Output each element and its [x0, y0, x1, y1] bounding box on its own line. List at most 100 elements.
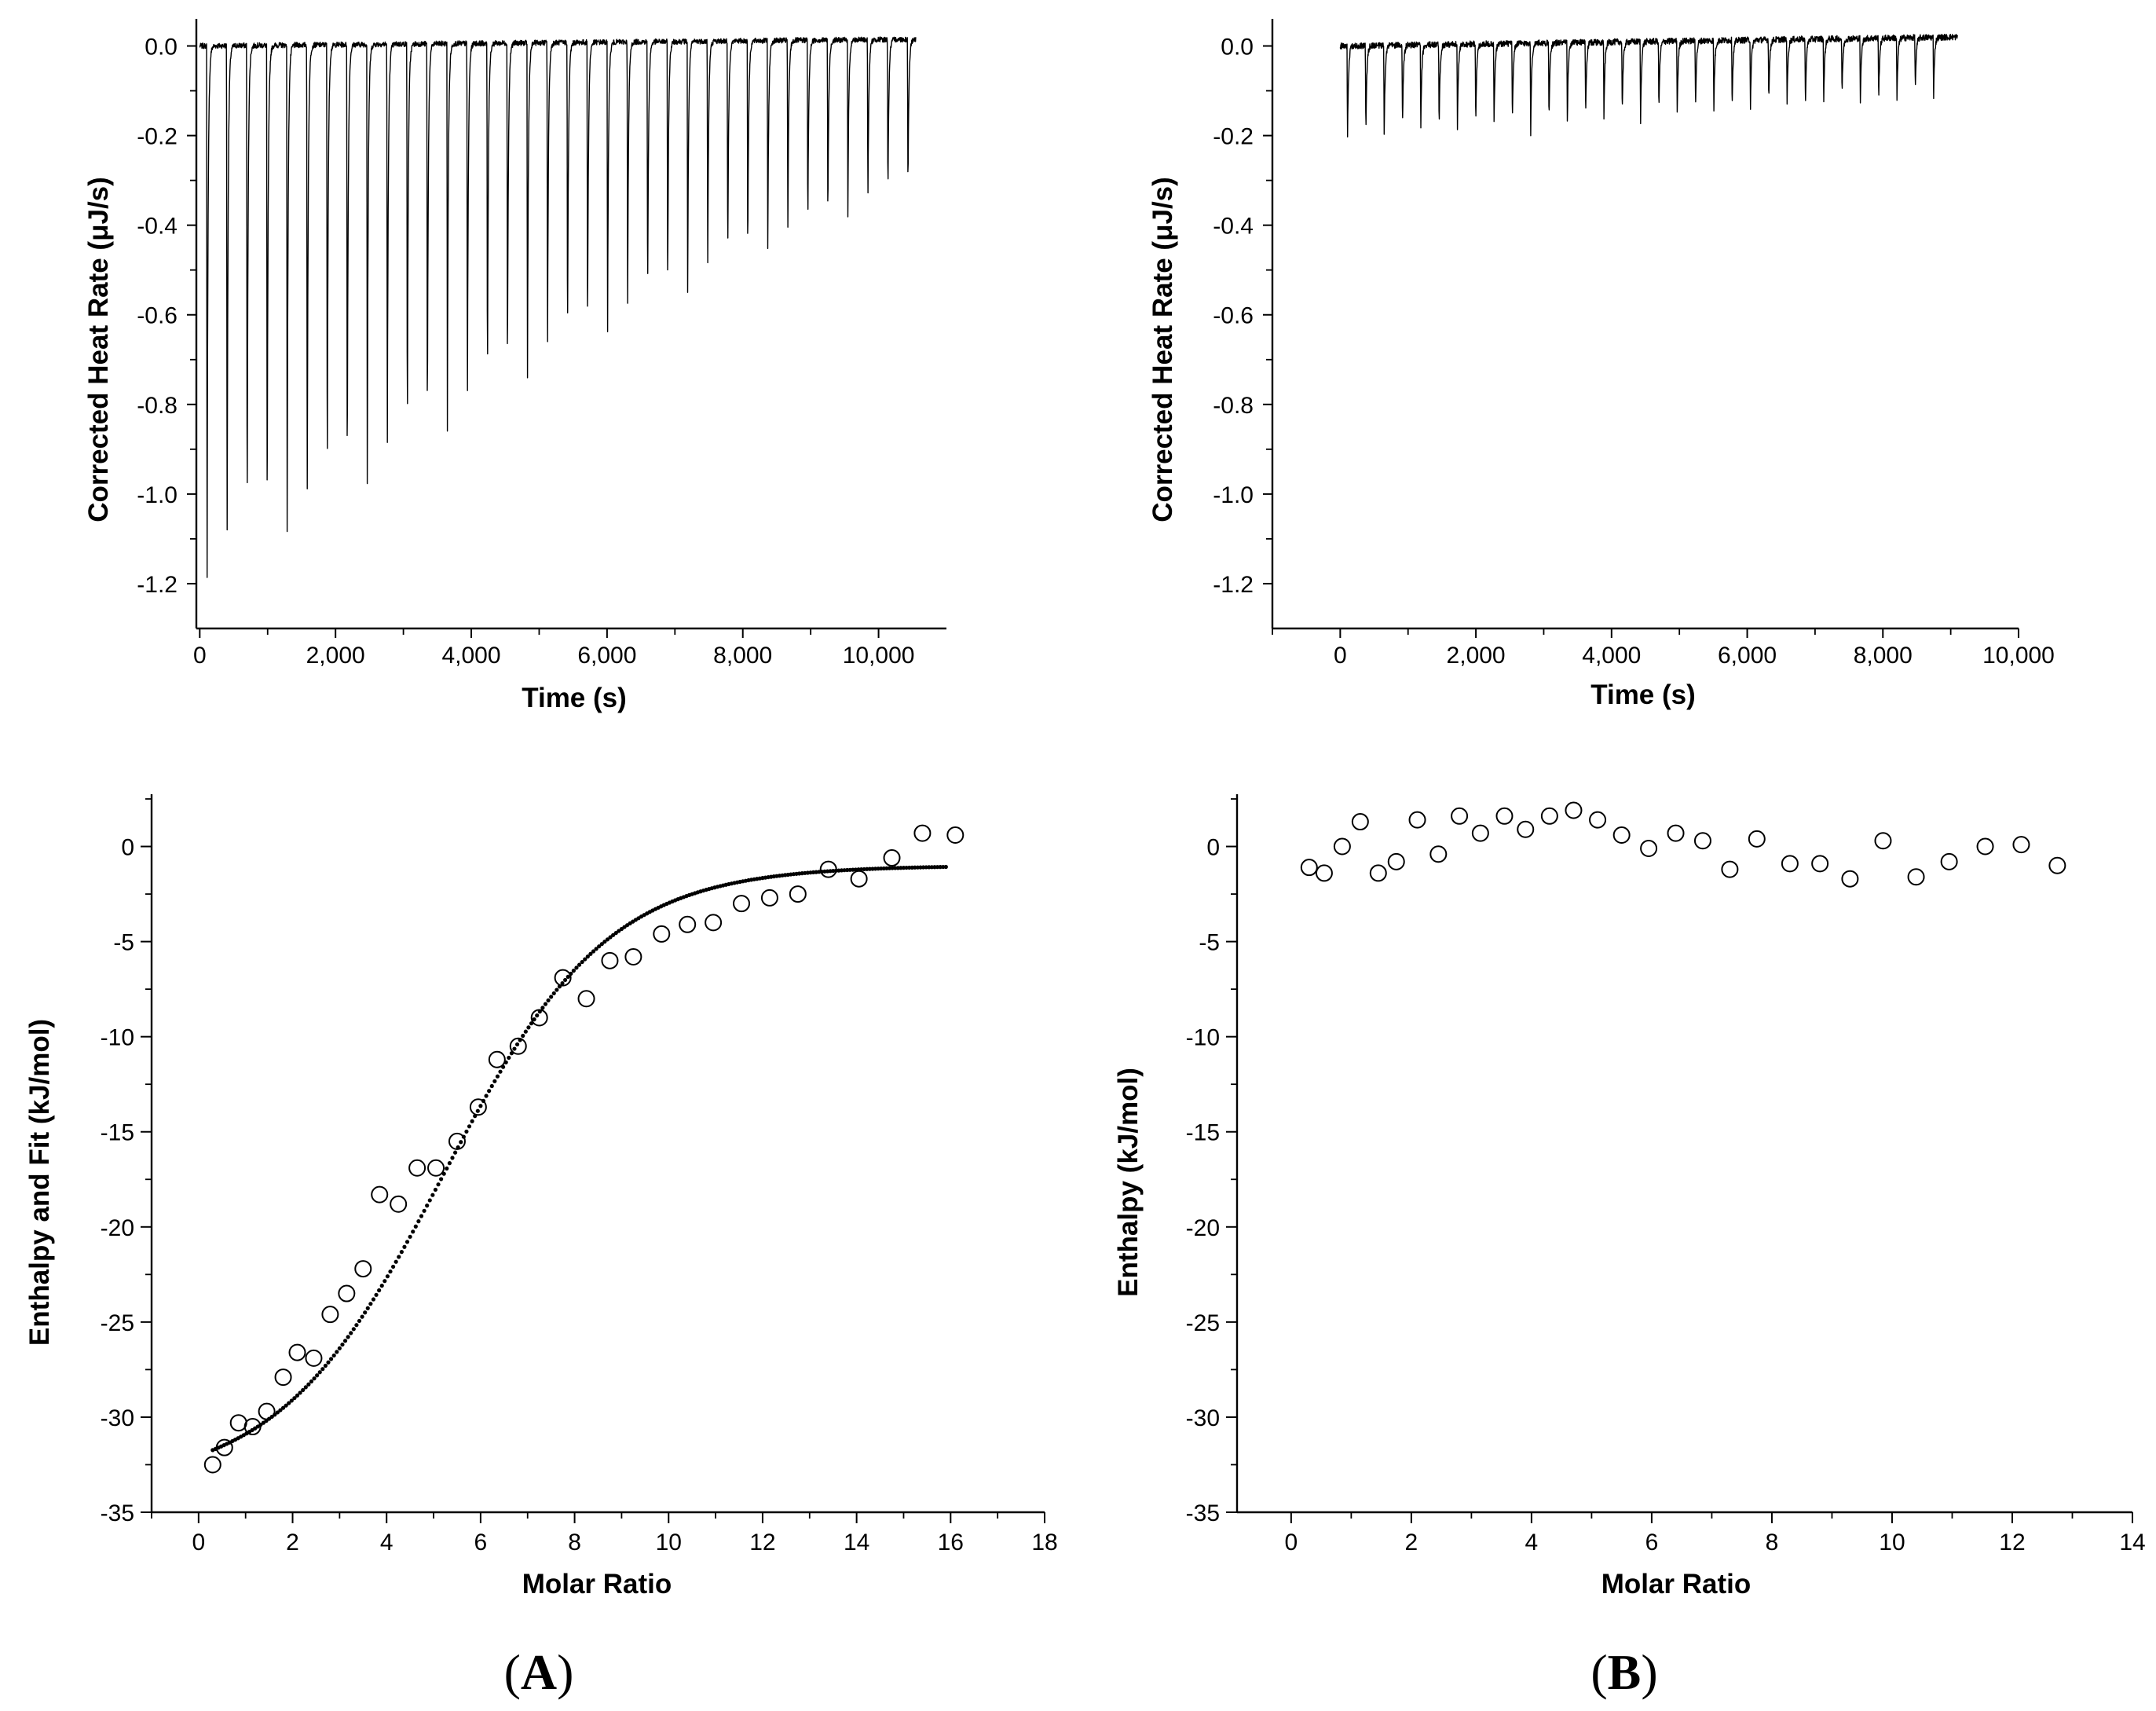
enthalpy-point [1940, 852, 1958, 870]
y-tick-label: -25 [101, 1310, 134, 1336]
fit-point [484, 1094, 489, 1098]
enthalpy-point [1565, 801, 1583, 819]
enthalpy-point [288, 1343, 306, 1361]
x-tick-label: 0 [193, 643, 207, 669]
enthalpy-point [354, 1260, 372, 1278]
enthalpy-point [1841, 870, 1859, 888]
fit-point [611, 932, 616, 937]
y-tick-label: -0.6 [1213, 303, 1254, 329]
fit-point [390, 1264, 396, 1270]
fit-point [585, 954, 590, 959]
fit-point [419, 1214, 424, 1218]
fit-point [546, 998, 551, 1003]
fit-point [489, 1083, 494, 1089]
fit-point [346, 1335, 350, 1339]
y-tick-label: -35 [1186, 1500, 1220, 1526]
fit-point [537, 1009, 542, 1014]
fit-point [425, 1204, 430, 1208]
fit-point [422, 1208, 426, 1213]
fit-point [475, 1108, 480, 1113]
fit-point [436, 1182, 441, 1187]
fit-point [267, 1416, 272, 1421]
fit-point [557, 984, 562, 989]
panel-label-b: (B) [1590, 1644, 1657, 1700]
fit-point [580, 959, 584, 965]
enthalpy-point [1540, 807, 1558, 825]
x-tick-label: 0 [1285, 1530, 1298, 1555]
fit-point [439, 1177, 444, 1182]
fit-point [301, 1387, 306, 1393]
fit-point [287, 1401, 291, 1405]
fit-point [377, 1288, 382, 1293]
fit-point [613, 931, 618, 936]
fit-point [430, 1193, 435, 1197]
fit-point [941, 864, 946, 870]
enthalpy-point [321, 1306, 339, 1324]
x-tick-label: 8 [1766, 1530, 1779, 1555]
y-tick-label: -0.8 [1213, 393, 1254, 419]
fit-point [295, 1393, 300, 1398]
fit-point [357, 1318, 362, 1324]
fit-point [273, 1412, 277, 1417]
fit-point [588, 951, 593, 956]
fit-point [284, 1403, 288, 1408]
enthalpy-point [1300, 859, 1318, 877]
fit-point [363, 1310, 368, 1315]
axes-a-bottom: 0 2 4 6 8 10 12 14 16 18 0 -5 -10 -15 -20 -25 -30 -35 [101, 794, 1058, 1555]
fit-point [402, 1244, 407, 1249]
fit-point [501, 1064, 506, 1069]
x-tick-label: 6 [1645, 1530, 1659, 1555]
x-tick-label: 18 [1031, 1530, 1057, 1555]
enthalpy-point [2048, 856, 2066, 874]
y-axis-label: Enthalpy (kJ/mol) [1113, 1068, 1144, 1297]
fit-point [264, 1419, 269, 1423]
fit-point [351, 1327, 356, 1332]
enthalpy-point [338, 1284, 356, 1302]
heat-rate-trace-a [199, 36, 917, 578]
fit-point [433, 1187, 438, 1193]
y-tick-label: -10 [101, 1025, 134, 1051]
enthalpy-point [946, 826, 965, 845]
fit-point [591, 949, 596, 954]
x-tick-label: 2,000 [1447, 643, 1506, 669]
fit-point [518, 1038, 522, 1042]
fit-point [404, 1240, 410, 1244]
fit-point [551, 991, 556, 996]
heat-rate-series [1339, 34, 1958, 138]
fit-point [498, 1069, 503, 1074]
enthalpy-point [274, 1368, 292, 1387]
x-axis-label: Time (s) [522, 683, 627, 713]
fit-point [532, 1017, 536, 1022]
fit-point [275, 1410, 280, 1415]
fit-point [323, 1363, 328, 1368]
y-tick-label: -1.2 [137, 572, 178, 598]
enthalpy-point [1471, 824, 1489, 842]
y-tick-label: 0 [1206, 835, 1220, 861]
enthalpy-point [1315, 864, 1333, 882]
fit-point [943, 864, 948, 870]
fit-point [328, 1357, 334, 1361]
fit-point [385, 1274, 390, 1279]
enthalpy-point [733, 895, 751, 913]
fit-point [461, 1134, 466, 1139]
enthalpy-point [203, 1456, 221, 1474]
fit-point [445, 1166, 449, 1171]
y-tick-label: -0.6 [137, 303, 178, 329]
fit-point [599, 942, 604, 947]
enthalpy-point [229, 1414, 247, 1432]
enthalpy-point [1429, 845, 1448, 863]
y-tick-label: -20 [1186, 1215, 1220, 1241]
fit-point [563, 977, 568, 983]
fit-point [411, 1229, 415, 1234]
fit-point [577, 962, 582, 967]
chart-b-enthalpy: 0 2 4 6 8 10 12 14 0 -5 -10 -15 -20 -25 -30 -35 Molar R… [1113, 794, 2146, 1599]
enthalpy-point [1976, 837, 1994, 856]
y-tick-label: -5 [1199, 930, 1220, 956]
chart-b-heat-rate: 0 2,000 4,000 6,000 8,000 10,000 0.0 -0.2 -0.4 -0… [1148, 19, 2055, 710]
fit-point [521, 1033, 525, 1039]
fit-point [360, 1314, 364, 1319]
chart-a-heat-rate: 0 2,000 4,000 6,000 8,000 10,000 0.0 -0.2 -0.4 -0… [83, 19, 946, 713]
x-tick-label: 6,000 [1718, 643, 1777, 669]
y-tick-label: -0.4 [137, 214, 178, 240]
y-tick-label: -0.4 [1213, 214, 1254, 240]
